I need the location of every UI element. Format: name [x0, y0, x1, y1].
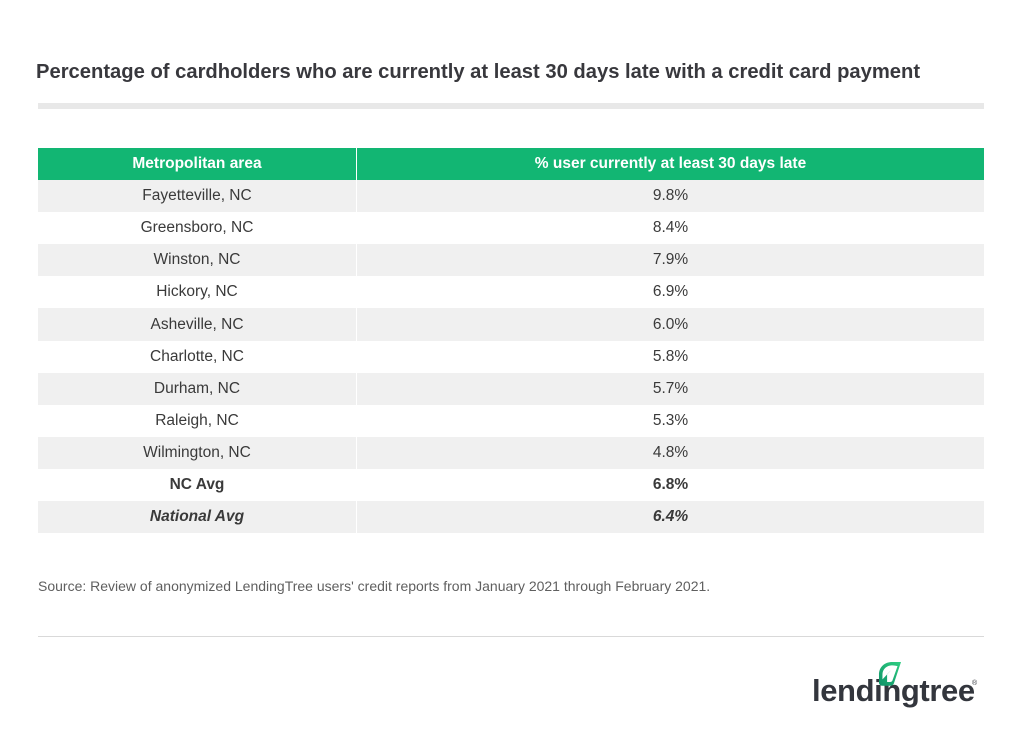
- svg-text:®: ®: [972, 679, 978, 687]
